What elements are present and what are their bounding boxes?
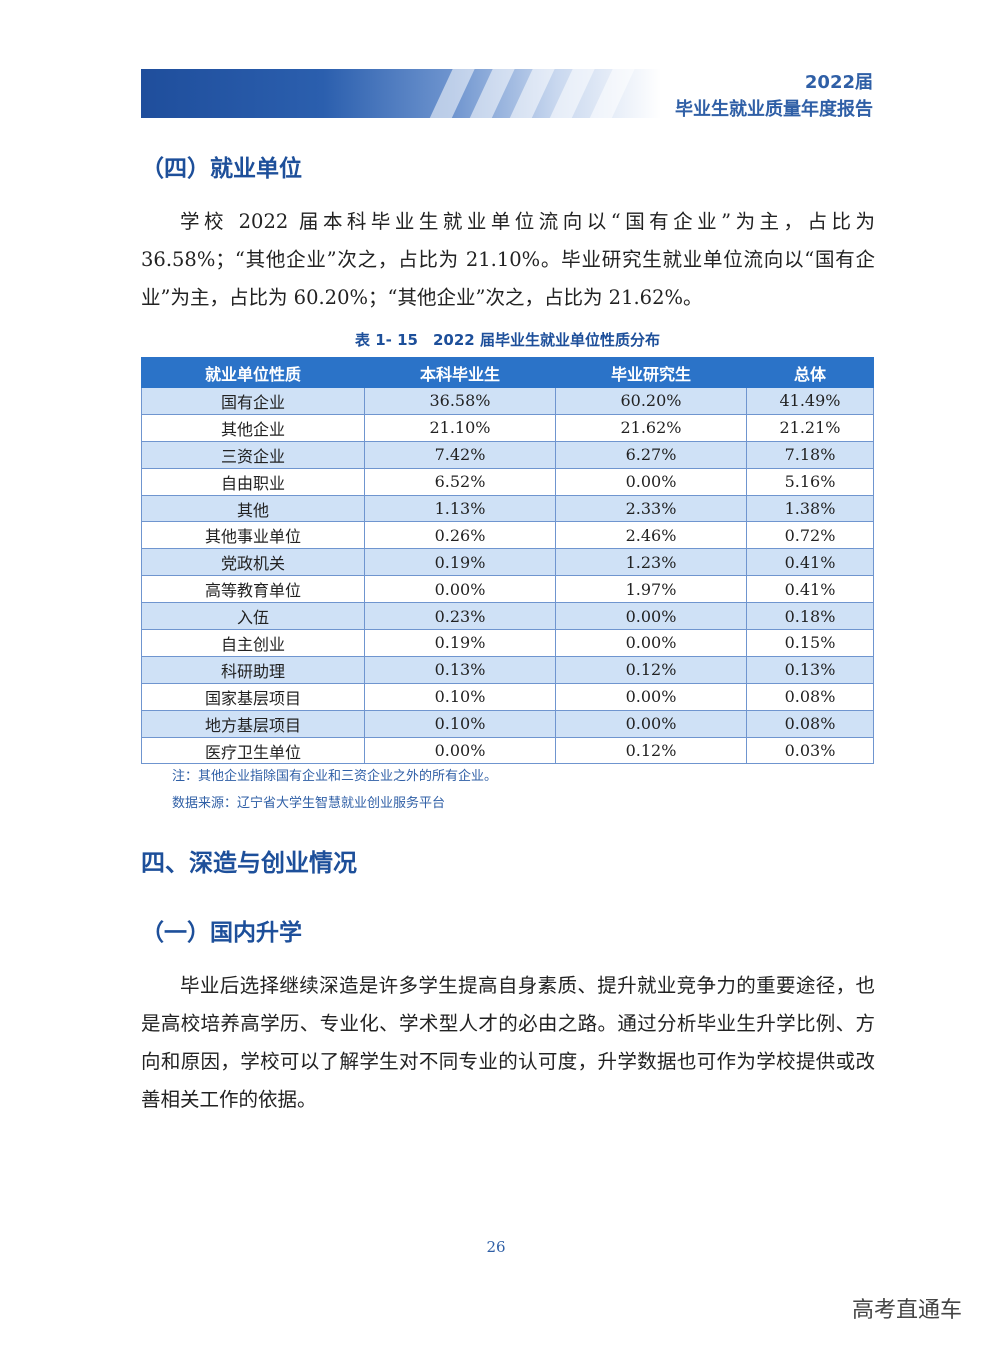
table-source: 数据来源：辽宁省大学生智慧就业创业服务平台 (172, 796, 446, 811)
table-cell: 0.13% (746, 655, 874, 684)
table-cell: 0.19% (364, 548, 556, 577)
table-cell: 科研助理 (141, 655, 365, 684)
table-row: 其他 1.13% 2.33% 1.38% (141, 494, 874, 523)
table-row: 医疗卫生单位 0.00% 0.12% 0.03% (141, 736, 874, 765)
table-cell: 0.00% (555, 467, 747, 496)
watermark: 高考直通车 (851, 1298, 962, 1323)
table-cell: 国家基层项目 (141, 682, 365, 711)
study-paragraph: 毕业后选择继续深造是许多学生提高自身素质、提升就业竞争力的重要途径，也是高校培养… (141, 974, 875, 1111)
table-cell: 0.00% (364, 736, 556, 765)
table-cell: 0.41% (746, 575, 874, 604)
section-heading-employer: （四）就业单位 (141, 156, 302, 182)
table-cell: 0.15% (746, 629, 874, 657)
report-title: 毕业生就业质量年度报告 (675, 99, 873, 120)
table-body: 国有企业 36.58% 60.20% 41.49% 其他企业 21.10% 21.62% 21… (141, 387, 874, 765)
table-cell: 0.00% (555, 602, 747, 631)
section-heading-study: 四、深造与创业情况 (141, 849, 357, 877)
banner-stripe (464, 69, 520, 118)
page-number: 26 (486, 1238, 506, 1256)
table-cell: 0.08% (746, 682, 874, 711)
header-banner (141, 69, 661, 118)
table-cell: 0.19% (364, 629, 556, 657)
table-cell: 0.41% (746, 548, 874, 577)
table-cell: 0.00% (555, 709, 747, 738)
banner-stripe (424, 69, 480, 118)
table-row: 国家基层项目 0.10% 0.00% 0.08% (141, 682, 874, 711)
table-row: 三资企业 7.42% 6.27% 7.18% (141, 440, 874, 469)
table-row: 其他事业单位 0.26% 2.46% 0.72% (141, 521, 874, 550)
table-cell: 0.10% (364, 682, 556, 711)
table-row: 自由职业 6.52% 0.00% 5.16% (141, 467, 874, 496)
table-row: 其他企业 21.10% 21.62% 21.21% (141, 413, 874, 442)
table-cell: 其他企业 (141, 413, 365, 442)
table-row: 地方基层项目 0.10% 0.00% 0.08% (141, 709, 874, 738)
section-subheading-domestic: （一）国内升学 (141, 920, 302, 946)
banner-stripe (584, 69, 640, 118)
table-cell: 6.52% (364, 467, 556, 496)
report-year: 2022届 (804, 72, 873, 93)
table-cell: 6.27% (555, 440, 747, 469)
table-cell: 36.58% (364, 387, 556, 415)
banner-stripe (504, 69, 560, 118)
table-row: 自主创业 0.19% 0.00% 0.15% (141, 629, 874, 657)
table-cell: 0.00% (364, 575, 556, 604)
column-header: 总体 (746, 357, 874, 388)
table-cell: 0.12% (555, 736, 747, 765)
table-cell: 41.49% (746, 387, 874, 415)
table-cell: 0.72% (746, 521, 874, 550)
table-caption: 表 1- 15 2022 届毕业生就业单位性质分布 (355, 331, 660, 349)
table-cell: 自由职业 (141, 467, 365, 496)
table-cell: 地方基层项目 (141, 709, 365, 738)
table-cell: 0.08% (746, 709, 874, 738)
table-cell: 0.03% (746, 736, 874, 765)
column-header: 就业单位性质 (141, 357, 365, 388)
table-cell: 0.00% (555, 682, 747, 711)
table-row: 高等教育单位 0.00% 1.97% 0.41% (141, 575, 874, 604)
employer-type-table: 就业单位性质 本科毕业生 毕业研究生 总体 国有企业 36.58% 60.20% 41… (141, 357, 874, 765)
table-cell: 党政机关 (141, 548, 365, 577)
table-cell: 高等教育单位 (141, 575, 365, 604)
table-cell: 三资企业 (141, 440, 365, 469)
table-row: 入伍 0.23% 0.00% 0.18% (141, 602, 874, 631)
table-row: 党政机关 0.19% 1.23% 0.41% (141, 548, 874, 577)
table-cell: 0.10% (364, 709, 556, 738)
table-row: 国有企业 36.58% 60.20% 41.49% (141, 387, 874, 415)
table-cell: 0.12% (555, 655, 747, 684)
table-note: 注：其他企业指除国有企业和三资企业之外的所有企业。 (172, 769, 498, 784)
table-cell: 21.21% (746, 413, 874, 442)
table-cell: 1.38% (746, 494, 874, 523)
table-cell: 7.18% (746, 440, 874, 469)
table-cell: 国有企业 (141, 387, 365, 415)
table-header-row: 就业单位性质 本科毕业生 毕业研究生 总体 (141, 357, 874, 388)
table-cell: 60.20% (555, 387, 747, 415)
table-cell: 21.10% (364, 413, 556, 442)
table-cell: 0.00% (555, 629, 747, 657)
table-cell: 7.42% (364, 440, 556, 469)
table-cell: 1.97% (555, 575, 747, 604)
column-header: 毕业研究生 (555, 357, 747, 388)
table-cell: 0.23% (364, 602, 556, 631)
table-cell: 医疗卫生单位 (141, 736, 365, 765)
table-cell: 其他事业单位 (141, 521, 365, 550)
table-cell: 0.13% (364, 655, 556, 684)
table-cell: 5.16% (746, 467, 874, 496)
column-header: 本科毕业生 (364, 357, 556, 388)
table-cell: 自主创业 (141, 629, 365, 657)
table-cell: 2.33% (555, 494, 747, 523)
table-row: 科研助理 0.13% 0.12% 0.13% (141, 655, 874, 684)
table-cell: 入伍 (141, 602, 365, 631)
table-cell: 0.18% (746, 602, 874, 631)
table-cell: 2.46% (555, 521, 747, 550)
table-cell: 21.62% (555, 413, 747, 442)
table-cell: 1.23% (555, 548, 747, 577)
table-cell: 其他 (141, 494, 365, 523)
banner-stripe (544, 69, 600, 118)
table-cell: 1.13% (364, 494, 556, 523)
table-cell: 0.26% (364, 521, 556, 550)
employer-paragraph: 学校 2022 届本科毕业生就业单位流向以“国有企业”为主，占比为 36.58%… (141, 210, 875, 309)
